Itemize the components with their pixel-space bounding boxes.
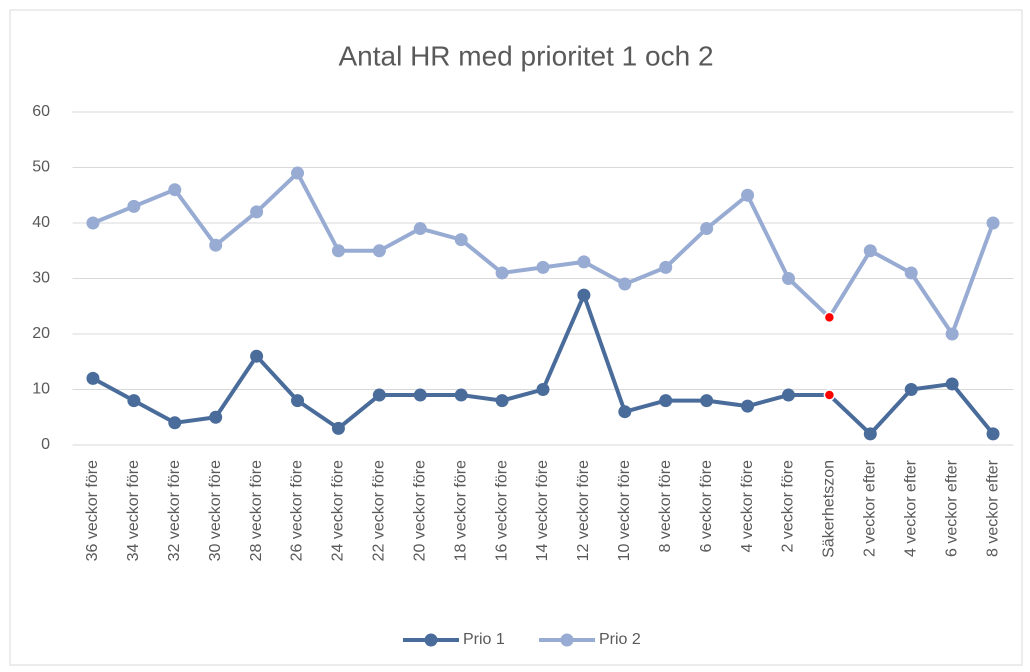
- x-tick-label: 36 veckor före: [84, 460, 101, 561]
- legend-label: Prio 2: [599, 631, 641, 648]
- data-point: [86, 216, 100, 230]
- data-point: [536, 383, 550, 396]
- legend-label: Prio 1: [463, 631, 505, 648]
- data-point: [741, 188, 755, 202]
- data-point: [291, 394, 305, 408]
- x-tick-label: 22 veckor före: [371, 460, 388, 561]
- data-point: [904, 383, 918, 396]
- x-tick-label: 24 veckor före: [330, 460, 347, 561]
- data-point: [659, 394, 673, 408]
- data-point: [209, 410, 223, 424]
- y-tick-label: 20: [32, 325, 50, 342]
- legend-marker: [560, 633, 574, 647]
- x-tick-label: 4 veckor efter: [902, 459, 919, 557]
- data-point: [331, 244, 345, 258]
- x-tick-label: 8 veckor före: [657, 460, 674, 553]
- data-point: [127, 199, 141, 213]
- data-point: [823, 311, 836, 324]
- y-tick-label: 60: [32, 103, 50, 120]
- data-point: [781, 272, 795, 285]
- data-point: [454, 388, 468, 402]
- data-point: [413, 222, 427, 236]
- data-point: [372, 388, 386, 402]
- data-point: [863, 427, 877, 441]
- data-point: [536, 260, 550, 274]
- x-tick-label: 32 veckor före: [166, 460, 183, 561]
- x-tick-label: 4 veckor före: [739, 460, 756, 553]
- chart-title: Antal HR med prioritet 1 och 2: [338, 40, 713, 71]
- x-tick-label: 30 veckor före: [207, 460, 224, 561]
- x-tick-label: 2 veckor efter: [862, 459, 879, 557]
- x-tick-label: 6 veckor före: [698, 460, 715, 553]
- data-point: [618, 405, 632, 419]
- y-tick-label: 10: [32, 381, 50, 398]
- data-point: [700, 222, 714, 236]
- x-tick-label: 26 veckor före: [289, 460, 306, 561]
- x-tick-label: 12 veckor före: [575, 460, 592, 561]
- x-tick-label: 16 veckor före: [493, 460, 510, 561]
- chart-border: [9, 9, 1023, 666]
- data-point: [168, 416, 182, 430]
- data-point: [781, 388, 795, 402]
- legend-marker: [424, 633, 438, 647]
- data-point: [945, 377, 959, 391]
- data-point: [454, 233, 468, 247]
- data-point: [577, 288, 591, 302]
- x-tick-label: 34 veckor före: [125, 460, 142, 561]
- x-tick-label: 2 veckor före: [780, 460, 797, 553]
- x-tick-label: 10 veckor före: [616, 460, 633, 561]
- data-point: [741, 399, 755, 413]
- data-point: [331, 421, 345, 435]
- data-point: [250, 349, 264, 363]
- data-point: [209, 238, 223, 252]
- data-point: [495, 266, 509, 280]
- data-point: [986, 216, 1000, 230]
- x-tick-label: 18 veckor före: [452, 460, 469, 561]
- x-tick-label: 6 veckor efter: [943, 459, 960, 557]
- y-tick-label: 40: [32, 214, 50, 231]
- y-tick-label: 50: [32, 159, 50, 176]
- x-tick-label: 20 veckor före: [411, 460, 428, 561]
- data-point: [577, 255, 591, 269]
- data-point: [904, 266, 918, 280]
- data-point: [413, 388, 427, 402]
- data-point: [495, 394, 509, 408]
- data-point: [659, 260, 673, 274]
- data-point: [250, 205, 264, 219]
- data-point: [700, 394, 714, 408]
- data-point: [823, 389, 836, 401]
- data-point: [86, 371, 100, 385]
- data-point: [986, 427, 1000, 441]
- x-tick-label: Säkerhetszon: [821, 460, 838, 558]
- data-point: [618, 277, 632, 291]
- data-point: [291, 166, 305, 180]
- x-tick-label: 8 veckor efter: [984, 459, 1001, 557]
- x-tick-label: 28 veckor före: [248, 460, 265, 561]
- data-point: [863, 244, 877, 258]
- data-point: [168, 183, 182, 197]
- data-point: [127, 394, 141, 408]
- x-tick-label: 14 veckor före: [534, 460, 551, 561]
- data-point: [945, 327, 959, 341]
- y-tick-label: 0: [41, 436, 50, 453]
- data-point: [372, 244, 386, 258]
- y-tick-label: 30: [32, 270, 50, 287]
